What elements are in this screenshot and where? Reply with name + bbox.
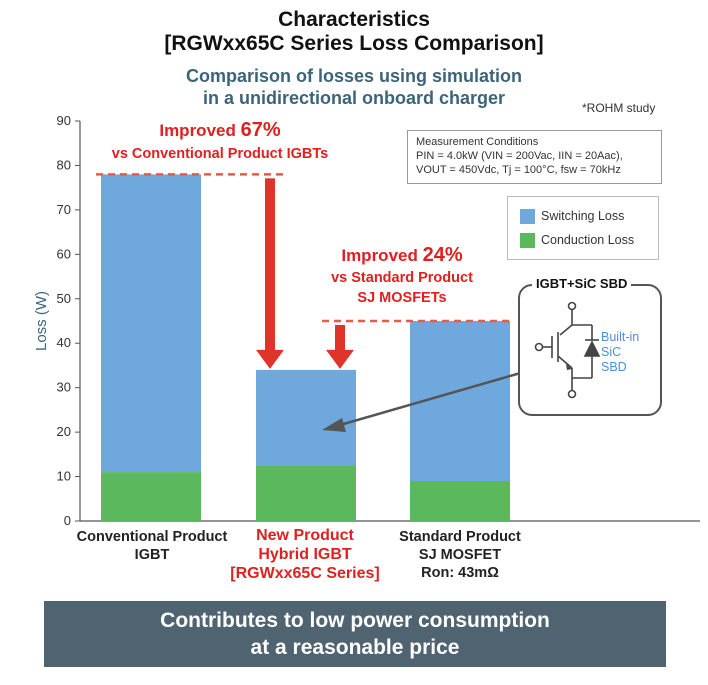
subtitle-line-1: Comparison of losses using simulation <box>185 66 523 86</box>
measurement-conditions-line-1: PIN = 4.0kW (VIN = 200Vac, IIN = 20Aac), <box>416 150 623 162</box>
category-label-standard: Standard Product SJ MOSFET Ron: 43mΩ <box>370 528 550 582</box>
improved-24-subtext-1: vs Standard Product <box>331 270 473 286</box>
category-label-new-product: New Product Hybrid IGBT [RGWxx65C Series… <box>215 526 395 583</box>
legend: Switching Loss Conduction Loss <box>507 196 659 260</box>
y-axis-title: Loss (W) <box>33 291 50 351</box>
bar-switching-0 <box>101 174 201 473</box>
igbt-sic-sbd-title: IGBT+SiC SBD <box>532 276 632 291</box>
y-tick-label: 60 <box>57 246 71 261</box>
category-standard-line-3: Ron: 43mΩ <box>421 565 499 581</box>
y-tick-label: 50 <box>57 291 71 306</box>
improved-24-annotation: Improved 24% <box>322 244 482 267</box>
improved-67-prefix: Improved <box>159 121 236 140</box>
bar-conduction-0 <box>101 472 201 521</box>
igbt-diode-symbol-icon <box>534 301 601 399</box>
y-tick-label: 20 <box>57 424 71 439</box>
category-standard-line-2: SJ MOSFET <box>418 547 502 563</box>
title-line-1: Characteristics <box>278 8 430 31</box>
banner-line-1: Contributes to low power consumption <box>160 609 550 632</box>
subtitle-line-2: in a unidirectional onboard charger <box>202 88 506 108</box>
category-conventional-line-1: Conventional Product <box>76 529 228 545</box>
loss-chart: 0 10 20 30 40 50 60 70 80 90 Loss (W) <box>33 113 700 528</box>
category-standard-line-1: Standard Product <box>399 529 521 545</box>
y-tick-label: 90 <box>57 113 71 128</box>
legend-swatch-switching <box>520 209 535 225</box>
category-label-conventional: Conventional Product IGBT <box>62 528 242 564</box>
built-in-label-line-2: SiC <box>601 345 622 359</box>
legend-label-switching: Switching Loss <box>541 209 625 223</box>
legend-label-conduction: Conduction Loss <box>541 233 635 247</box>
summary-banner: Contributes to low power consumption at … <box>44 601 666 667</box>
bar-conduction-2 <box>410 481 510 521</box>
improved-67-annotation: Improved 67% <box>110 119 330 142</box>
bar-conduction-1 <box>256 465 356 521</box>
improved-24-prefix: Improved <box>341 246 418 265</box>
legend-swatch-conduction <box>520 233 535 249</box>
y-tick-label: 10 <box>57 469 71 484</box>
legend-item-conduction: Conduction Loss <box>520 232 635 249</box>
category-new-line-3: [RGWxx65C Series] <box>230 565 380 582</box>
category-new-line-2: Hybrid IGBT <box>258 546 352 563</box>
measurement-conditions-box: Measurement Conditions PIN = 4.0kW (VIN … <box>407 130 662 184</box>
y-tick-label: 80 <box>57 157 71 172</box>
built-in-sic-sbd-label: Built-in SiC SBD <box>601 330 639 375</box>
inset-pointer-line <box>339 370 525 427</box>
legend-item-switching: Switching Loss <box>520 208 625 225</box>
improved-67-value: 67% <box>240 119 281 141</box>
y-tick-label: 40 <box>57 335 71 350</box>
arrow-24-head <box>326 349 354 369</box>
y-tick-label: 70 <box>57 202 71 217</box>
bar-switching-1 <box>256 369 356 466</box>
measurement-conditions-line-2: VOUT = 450Vdc, Tj = 100°C, fsw = 70kHz <box>416 164 621 176</box>
rohm-study-note: *ROHM study <box>582 101 656 115</box>
banner-line-2: at a reasonable price <box>250 636 460 659</box>
built-in-label-line-1: Built-in <box>601 330 640 344</box>
improved-24-subtext-2: SJ MOSFETs <box>357 290 447 306</box>
y-tick-label: 0 <box>64 513 71 528</box>
built-in-label-line-3: SBD <box>601 360 627 374</box>
arrow-67-head <box>256 349 284 369</box>
arrow-67-shaft <box>265 178 275 352</box>
measurement-conditions-title: Measurement Conditions <box>416 136 539 148</box>
title-line-2: [RGWxx65C Series Loss Comparison] <box>164 32 544 55</box>
category-conventional-line-2: IGBT <box>134 547 170 563</box>
improved-67-subtext: vs Conventional Product IGBTs <box>111 146 329 162</box>
improved-24-value: 24% <box>422 244 463 266</box>
y-tick-label: 30 <box>57 380 71 395</box>
category-new-line-1: New Product <box>256 527 354 544</box>
arrow-24-shaft <box>335 325 345 352</box>
inset-pointer-head <box>322 418 346 432</box>
